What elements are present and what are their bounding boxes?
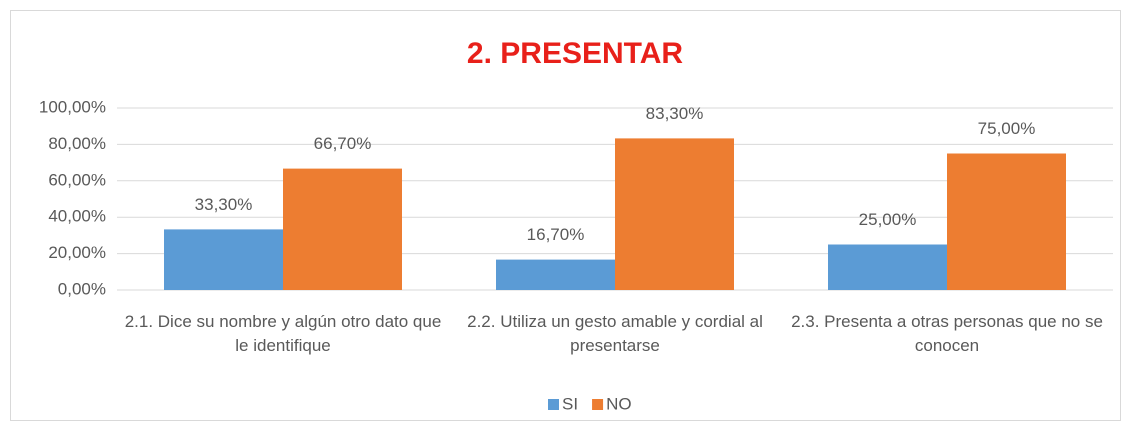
y-tick-label: 20,00% <box>48 243 106 262</box>
value-label: 83,30% <box>646 104 704 123</box>
legend-label: SI <box>562 394 578 413</box>
y-tick-label: 0,00% <box>58 279 106 298</box>
x-tick-label: 2.1. Dice su nombre y algún otro dato qu… <box>124 312 442 355</box>
value-label: 75,00% <box>978 119 1036 138</box>
chart-title: 2. PRESENTAR <box>467 37 683 70</box>
y-tick-label: 100,00% <box>39 97 106 116</box>
legend-swatch <box>548 399 559 410</box>
value-label: 66,70% <box>314 134 372 153</box>
bar <box>828 244 947 290</box>
y-tick-label: 40,00% <box>48 207 106 226</box>
value-label: 25,00% <box>859 210 917 229</box>
y-tick-label: 60,00% <box>48 170 106 189</box>
value-label: 16,70% <box>527 225 585 244</box>
value-label: 33,30% <box>195 195 253 214</box>
bar <box>164 229 283 290</box>
x-tick-label: 2.2. Utiliza un gesto amable y cordial a… <box>467 312 763 355</box>
bar <box>615 138 734 290</box>
legend-swatch <box>592 399 604 410</box>
chart-border <box>10 10 1121 421</box>
x-tick-label: 2.3. Presenta a otras personas que no se… <box>791 312 1103 355</box>
bar <box>947 153 1066 290</box>
bar <box>496 259 615 290</box>
legend-label: NO <box>606 394 632 413</box>
bar <box>283 168 402 290</box>
y-tick-label: 80,00% <box>48 134 106 153</box>
